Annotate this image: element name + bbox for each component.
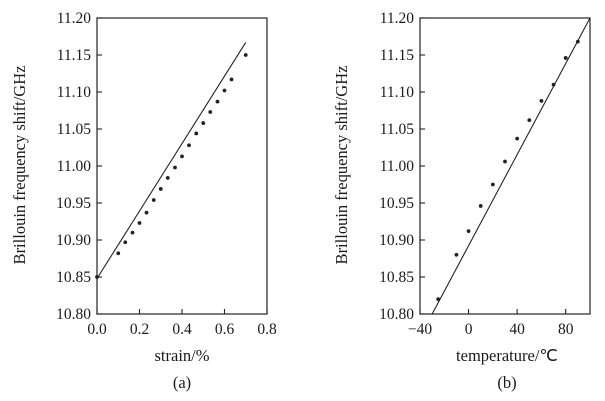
panel-b-x-axis-title: temperature/℃ <box>456 346 558 365</box>
panel-a-data-point <box>215 99 220 104</box>
panel-b-y-tick-label: 10.90 <box>379 232 414 249</box>
panel-b-x-tick-label: 0 <box>465 321 473 338</box>
panel-a-y-tick-label: 11.15 <box>57 47 92 64</box>
panel-a-x-tick-label: 0.0 <box>87 321 107 338</box>
panel-a-data-point <box>95 275 99 279</box>
panel-a-data-point <box>194 131 199 136</box>
panel-b-y-ticks: 10.80 10.85 10.90 10.95 11.00 11.05 11.10 11.15… <box>379 10 425 323</box>
panel-a-label: (a) <box>173 373 191 392</box>
panel-a-data-point <box>180 154 184 159</box>
panel-b-x-tick-label: 40 <box>509 321 525 338</box>
panel-a-data-point <box>151 198 156 202</box>
panel-b-data-point <box>527 118 532 123</box>
panel-b-data-point <box>563 56 568 60</box>
panel-a-data-point <box>173 165 177 170</box>
panel-b-series <box>431 18 590 314</box>
panel-b-data-point <box>436 297 441 302</box>
panel-b-data-point <box>454 252 459 257</box>
panel-a-y-tick-label: 10.90 <box>56 232 91 249</box>
panel-a-x-tick-label: 0.2 <box>130 321 149 338</box>
panel-a-data-point <box>130 230 135 235</box>
panel-b-y-tick-label: 10.95 <box>379 195 414 212</box>
panel-b-y-tick-label: 10.85 <box>379 269 414 286</box>
panel-a-x-tick-label: 0.8 <box>257 321 277 338</box>
panel-b-plot-frame <box>419 17 591 315</box>
panel-a-data-point <box>243 53 248 57</box>
panel-b-data-point <box>478 204 483 208</box>
panel-b-x-tick-label: 80 <box>558 321 574 338</box>
panel-a-y-tick-label: 11.00 <box>57 158 92 175</box>
panel-a-data-point <box>201 121 206 125</box>
panel-b-data-point <box>503 159 507 164</box>
panel-b-data-point <box>575 39 580 44</box>
panel-b-y-tick-label: 11.05 <box>380 121 415 138</box>
panel-a-y-tick-label: 11.10 <box>57 84 92 101</box>
panel-a-y-tick-label: 10.80 <box>56 306 91 323</box>
panel-a-data-point <box>116 251 121 256</box>
panel-a-x-axis-title: strain/% <box>155 346 210 365</box>
panel-b-data-point <box>466 229 471 234</box>
panel-a-data-point <box>165 175 170 180</box>
panel-a-x-tick-label: 0.6 <box>215 321 235 338</box>
panel-b-y-tick-label: 10.80 <box>379 306 414 323</box>
panel-a-strain: 10.80 10.85 10.90 10.95 11.00 11.05 11.10 11.15… <box>10 10 277 392</box>
panel-a-fit-line <box>97 42 247 279</box>
panel-a-y-tick-label: 10.95 <box>56 195 91 212</box>
panel-a-y-tick-label: 10.85 <box>56 269 91 286</box>
panel-b-y-tick-label: 11.00 <box>380 158 415 175</box>
panel-a-y-tick-label: 11.20 <box>57 10 92 27</box>
panel-a-data-point <box>187 143 191 148</box>
panel-b-y-tick-label: 11.20 <box>380 10 415 27</box>
panel-a-data-point <box>158 187 163 191</box>
panel-a-series <box>95 42 248 279</box>
panel-a-y-axis-title: Brillouin frequency shift/GHz <box>10 66 29 265</box>
panel-a-data-point <box>137 221 142 225</box>
panel-b-data-point <box>515 136 520 141</box>
panel-b-data-point <box>490 182 495 187</box>
panel-b-y-tick-label: 11.10 <box>380 84 415 101</box>
panel-a-data-point <box>229 77 234 82</box>
panel-a-x-tick-label: 0.4 <box>172 321 192 338</box>
panel-b-label: (b) <box>497 373 516 392</box>
panel-a-data-point <box>144 210 149 215</box>
panel-a-data-point <box>208 110 213 114</box>
panel-a-y-tick-label: 11.05 <box>57 121 92 138</box>
panel-b-fit-line <box>431 18 590 314</box>
panel-b-temperature: 10.80 10.85 10.90 10.95 11.00 11.05 11.10 11.15… <box>332 10 591 392</box>
panel-b-y-axis-title: Brillouin frequency shift/GHz <box>332 66 351 265</box>
panel-a-data-point <box>123 240 128 245</box>
panel-a-data-point <box>222 88 227 93</box>
panel-b-data-point <box>551 82 556 87</box>
panel-b-data-point <box>539 98 544 103</box>
panel-b-x-tick-label: −40 <box>408 321 432 338</box>
panel-b-y-tick-label: 11.15 <box>380 47 415 64</box>
panel-a-plot-frame <box>96 17 268 315</box>
panel-a-x-ticks: 0.0 0.2 0.4 0.6 0.8 <box>87 309 277 338</box>
panel-a-y-ticks: 10.80 10.85 10.90 10.95 11.00 11.05 11.10 11.15… <box>56 10 102 323</box>
panel-b-x-ticks: −40 0 40 80 <box>408 309 574 338</box>
